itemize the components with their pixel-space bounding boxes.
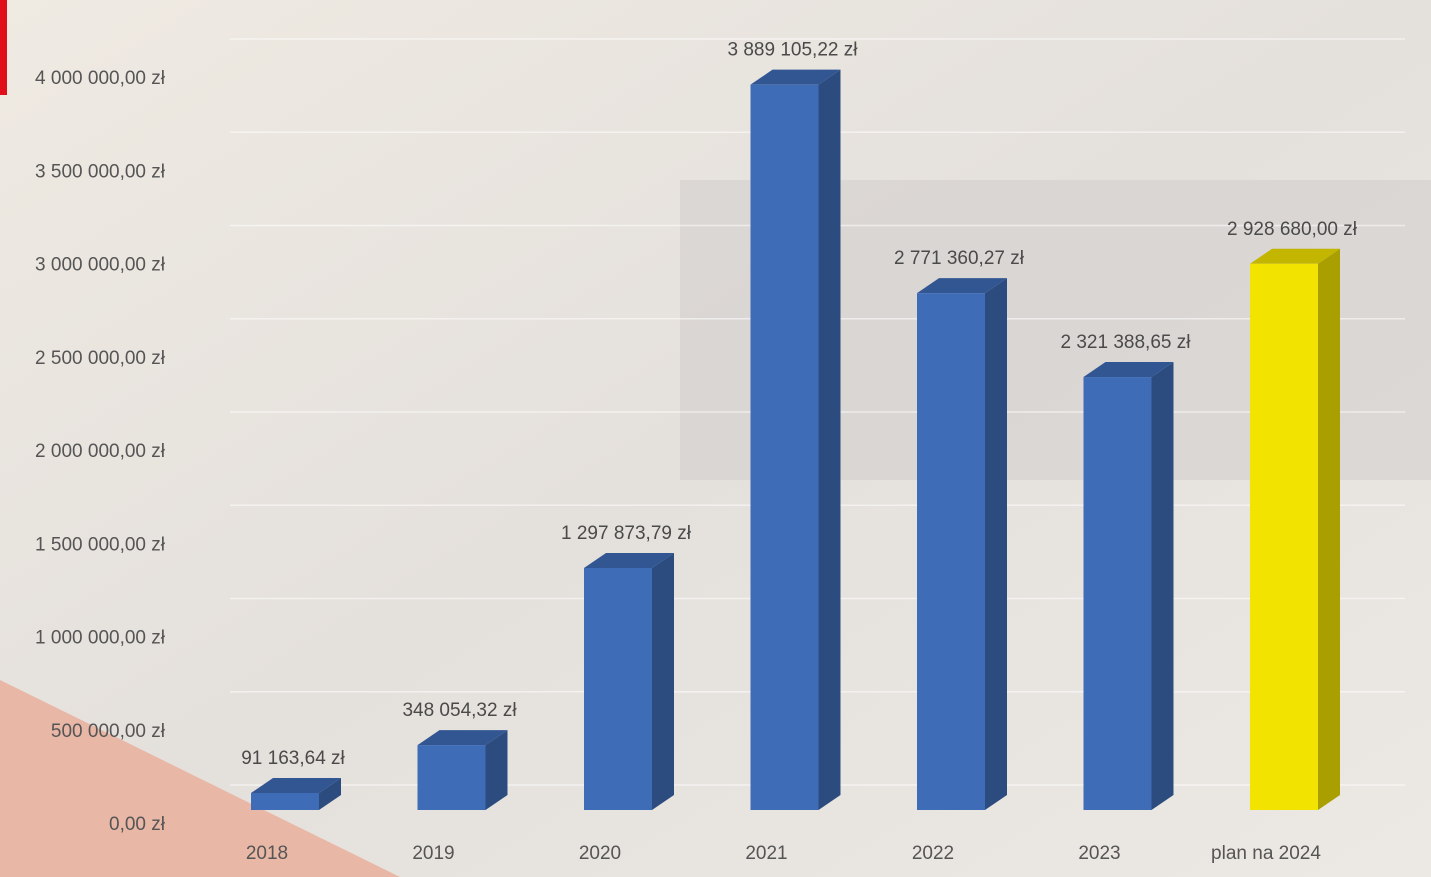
y-tick-label: 1 000 000,00 zł [35, 628, 166, 649]
bar-top [584, 552, 674, 568]
bar [417, 745, 486, 810]
y-tick-label: 2 000 000,00 zł [35, 441, 166, 462]
bar-side [319, 777, 341, 810]
bar [1250, 263, 1318, 811]
bar-side [985, 278, 1007, 810]
bar-top [1250, 248, 1340, 264]
bar-side [1318, 248, 1340, 811]
y-tick-label: 0,00 zł [109, 814, 166, 835]
value-label: 2 321 388,65 zł [1061, 332, 1192, 353]
y-tick-label: 4 000 000,00 zł [35, 68, 166, 89]
y-tick-label: 2 500 000,00 zł [35, 348, 166, 369]
x-tick-label: 2021 [745, 843, 787, 864]
bar-side [652, 552, 674, 810]
bar [917, 293, 985, 810]
bar-top [251, 777, 341, 793]
x-tick-label: 2019 [412, 843, 454, 864]
value-label: 2 928 680,00 zł [1227, 219, 1358, 240]
value-label: 348 054,32 zł [402, 700, 517, 721]
bar-top [917, 278, 1007, 294]
value-label: 1 297 873,79 zł [561, 523, 692, 544]
bar [750, 84, 819, 810]
bar-top [1083, 362, 1174, 378]
y-tick-label: 3 500 000,00 zł [35, 161, 166, 182]
bar-top [750, 69, 841, 85]
value-label: 91 163,64 zł [241, 748, 345, 769]
bar [584, 567, 652, 810]
bar-side [818, 69, 841, 810]
corner-shape [0, 680, 400, 877]
bar-side [1151, 362, 1174, 810]
bar [251, 792, 319, 810]
x-tick-label: plan na 2024 [1211, 843, 1321, 864]
y-tick-label: 500 000,00 zł [51, 721, 166, 742]
x-tick-label: 2022 [912, 843, 954, 864]
x-tick-label: 2023 [1078, 843, 1120, 864]
x-tick-label: 2020 [579, 843, 621, 864]
plot-area: 0,00 zł 500 000,00 zł 1 000 000,00 zł 1 500… [35, 38, 1405, 864]
accent-bar [0, 0, 7, 95]
bar-side [485, 730, 508, 810]
bar [1083, 377, 1152, 810]
x-tick-label: 2018 [246, 843, 288, 864]
value-label: 3 889 105,22 zł [728, 40, 859, 61]
y-tick-label: 3 000 000,00 zł [35, 255, 166, 276]
bar-top [417, 730, 508, 746]
value-label: 2 771 360,27 zł [894, 248, 1025, 269]
y-tick-label: 1 500 000,00 zł [35, 534, 166, 555]
